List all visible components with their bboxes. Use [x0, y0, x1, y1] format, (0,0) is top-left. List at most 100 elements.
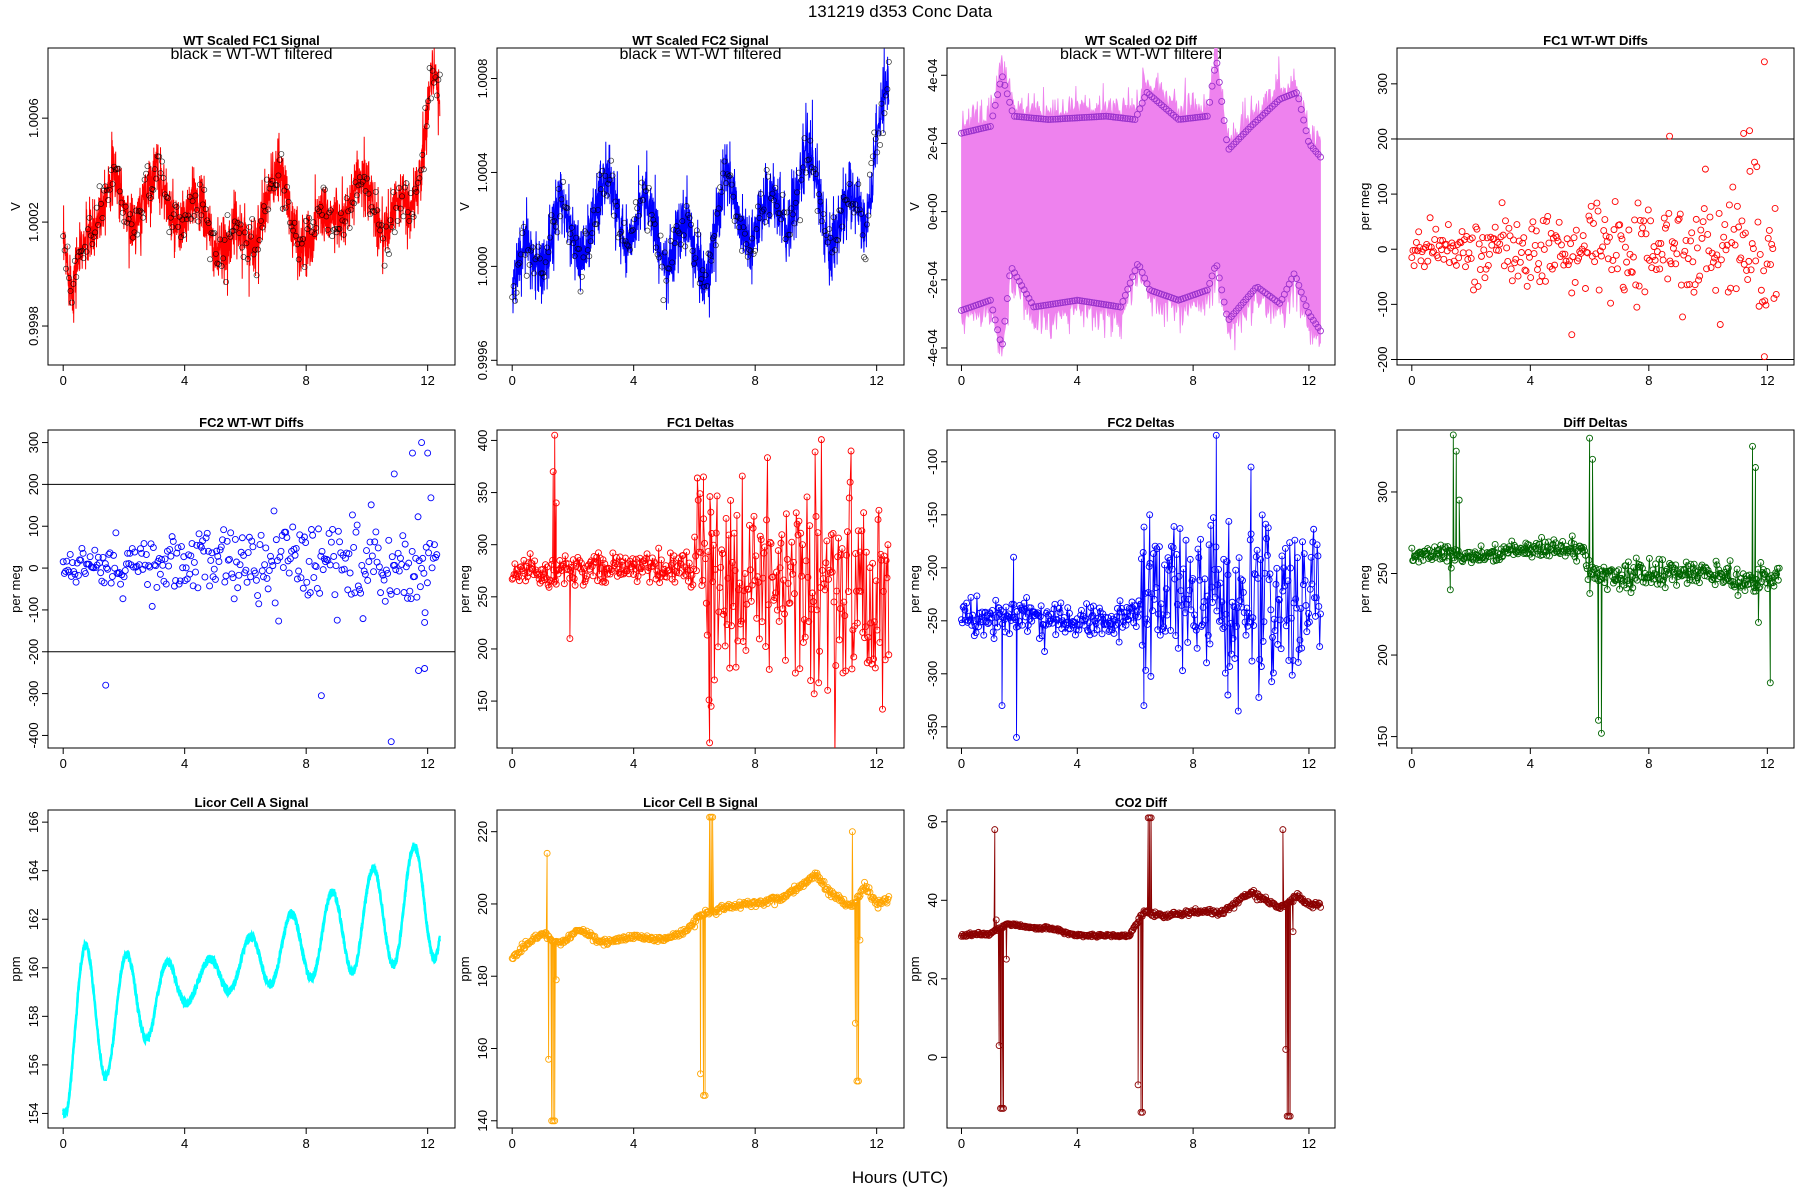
data-point	[1265, 899, 1273, 907]
filtered-point	[693, 227, 700, 234]
data-point	[1647, 217, 1655, 225]
filtered-point-lower	[1203, 286, 1211, 294]
filtered-point-upper	[1112, 113, 1120, 121]
filtered-point	[698, 276, 705, 283]
filtered-point	[517, 251, 524, 258]
data-point	[1581, 551, 1589, 559]
filtered-point	[612, 198, 619, 205]
data-point	[1146, 559, 1154, 567]
filtered-point	[798, 176, 805, 183]
filtered-point	[192, 192, 199, 199]
data-point-outlier	[1760, 353, 1768, 361]
filtered-point	[301, 264, 308, 271]
filtered-point-lower	[1129, 273, 1137, 281]
filtered-point	[196, 181, 203, 188]
data-point	[1544, 212, 1552, 220]
filtered-point	[565, 239, 572, 245]
data-point	[1771, 204, 1779, 212]
data-point	[758, 618, 766, 626]
data-point	[379, 571, 387, 579]
filtered-point	[371, 208, 378, 215]
filtered-point	[781, 209, 788, 216]
data-point	[984, 620, 992, 627]
data-point	[1028, 617, 1036, 625]
signal-line	[511, 48, 890, 318]
data-point	[614, 565, 622, 573]
filtered-point	[865, 212, 872, 219]
filtered-point	[381, 262, 388, 269]
data-point	[1156, 631, 1164, 639]
filtered-point	[60, 233, 67, 240]
filtered-point	[779, 191, 786, 198]
x-tick-label: 0	[1408, 373, 1415, 388]
data-point	[59, 558, 67, 566]
data-point	[837, 551, 845, 559]
data-point	[767, 540, 775, 547]
filtered-point	[336, 225, 343, 232]
filtered-point-lower	[1100, 300, 1108, 308]
data-point	[1296, 636, 1304, 644]
filtered-point-upper	[1268, 102, 1276, 110]
data-point	[727, 497, 735, 504]
data-point	[1154, 626, 1162, 634]
data-point	[824, 686, 832, 694]
filtered-point	[696, 280, 703, 287]
data-point	[803, 493, 811, 501]
y-tick-label: 180	[475, 965, 490, 987]
data-point	[1706, 213, 1714, 221]
filtered-point	[667, 237, 674, 244]
filtered-point	[712, 242, 719, 249]
filtered-point-upper	[1264, 107, 1271, 115]
filtered-point-upper	[1182, 115, 1190, 123]
filtered-point-upper	[1129, 115, 1137, 123]
data-point	[283, 534, 291, 541]
data-point	[810, 690, 818, 698]
data-point	[1230, 904, 1238, 912]
filtered-point-lower	[1215, 274, 1223, 282]
data-point	[368, 552, 376, 560]
filtered-point-upper	[1042, 115, 1050, 123]
filtered-point	[760, 206, 767, 213]
data-point	[745, 585, 753, 593]
data-point	[1224, 691, 1232, 699]
data-point-outlier	[1740, 130, 1748, 137]
data-point	[1439, 237, 1447, 244]
data-point	[700, 515, 708, 523]
data-point	[1713, 251, 1721, 259]
filtered-point	[531, 270, 537, 277]
data-point	[263, 574, 271, 582]
filtered-point	[68, 299, 75, 306]
filtered-point	[252, 246, 259, 253]
data-point	[854, 1077, 862, 1085]
data-point	[1513, 221, 1521, 229]
data-point	[1191, 909, 1199, 917]
data-point	[848, 828, 856, 836]
filtered-point-upper	[1160, 103, 1168, 111]
data-point	[773, 568, 780, 576]
data-point	[841, 612, 849, 620]
filtered-point	[258, 217, 264, 224]
data-point	[399, 532, 407, 540]
filtered-point-lower	[1309, 316, 1317, 324]
data-point	[63, 557, 71, 565]
data-point	[1590, 566, 1598, 574]
filtered-point	[644, 227, 651, 234]
data-point	[1589, 220, 1597, 227]
data-point	[820, 878, 828, 885]
data-point-outlier	[415, 667, 423, 675]
data-point	[1726, 557, 1734, 565]
filtered-point	[140, 214, 147, 221]
data-point	[1520, 234, 1528, 242]
data-point	[1172, 632, 1180, 640]
filtered-point-upper	[1032, 114, 1040, 122]
data-point	[1642, 230, 1650, 238]
y-tick-label: 220	[475, 821, 490, 843]
data-point	[1573, 557, 1581, 565]
data-point	[1048, 610, 1055, 618]
x-tick-label: 12	[420, 373, 434, 388]
filtered-point	[528, 247, 535, 254]
data-point	[1595, 716, 1602, 724]
data-point	[1424, 257, 1432, 265]
filtered-point-lower	[989, 306, 997, 314]
data-point	[1749, 245, 1757, 253]
